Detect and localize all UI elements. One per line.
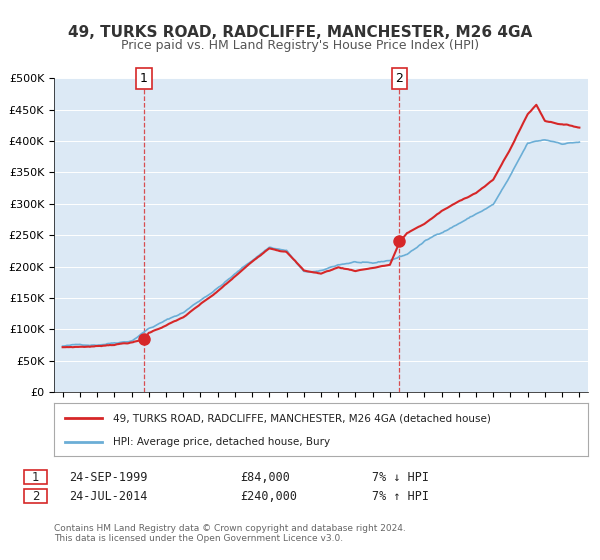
Text: £240,000: £240,000 bbox=[240, 489, 297, 503]
Text: 24-JUL-2014: 24-JUL-2014 bbox=[69, 489, 148, 503]
Text: 7% ↓ HPI: 7% ↓ HPI bbox=[372, 470, 429, 484]
Text: 7% ↑ HPI: 7% ↑ HPI bbox=[372, 489, 429, 503]
Text: Price paid vs. HM Land Registry's House Price Index (HPI): Price paid vs. HM Land Registry's House … bbox=[121, 39, 479, 52]
Text: HPI: Average price, detached house, Bury: HPI: Average price, detached house, Bury bbox=[113, 436, 330, 446]
Text: 49, TURKS ROAD, RADCLIFFE, MANCHESTER, M26 4GA: 49, TURKS ROAD, RADCLIFFE, MANCHESTER, M… bbox=[68, 25, 532, 40]
Text: 2: 2 bbox=[32, 489, 39, 503]
Text: 1: 1 bbox=[140, 72, 148, 85]
Text: 49, TURKS ROAD, RADCLIFFE, MANCHESTER, M26 4GA (detached house): 49, TURKS ROAD, RADCLIFFE, MANCHESTER, M… bbox=[113, 413, 491, 423]
Text: 24-SEP-1999: 24-SEP-1999 bbox=[69, 470, 148, 484]
Text: 2: 2 bbox=[395, 72, 403, 85]
Text: Contains HM Land Registry data © Crown copyright and database right 2024.
This d: Contains HM Land Registry data © Crown c… bbox=[54, 524, 406, 543]
Text: £84,000: £84,000 bbox=[240, 470, 290, 484]
Text: 1: 1 bbox=[32, 470, 39, 484]
